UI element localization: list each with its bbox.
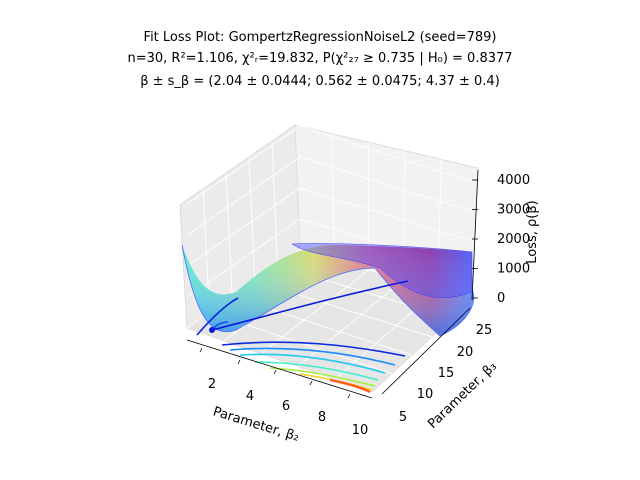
x-tick-mark (273, 369, 277, 375)
x-tick-label: 2 (208, 377, 216, 392)
contour-line (329, 378, 371, 394)
grid-line (248, 156, 256, 282)
chart-title: Fit Loss Plot: GompertzRegressionNoiseL2… (143, 30, 497, 45)
x-axis-ticks: 2 4 6 8 10 (199, 347, 369, 438)
x-tick-mark (347, 393, 351, 399)
x-tick-label: 4 (246, 389, 254, 404)
y-axis-line (381, 307, 471, 395)
surface-edge (181, 244, 376, 333)
y-tick-label: 10 (417, 387, 434, 402)
z-axis-label: Loss, ρ(β) (525, 200, 540, 263)
grid-line (299, 125, 473, 183)
x-tick-label: 8 (318, 410, 326, 425)
y-axis-label: Parameter, β₃ (425, 359, 500, 432)
contour-line (196, 297, 239, 336)
surface-shade (182, 244, 474, 336)
grid-line (186, 218, 301, 298)
contour-line (254, 361, 379, 381)
y-tick-label: 15 (438, 366, 455, 381)
grid-line (299, 156, 473, 212)
x-axis-line (186, 339, 373, 399)
x-tick-mark (309, 380, 313, 386)
z-tick-label: 4000 (497, 173, 530, 188)
fit-trajectory (211, 280, 409, 331)
x-tick-mark (199, 347, 203, 353)
grid-line (186, 187, 301, 267)
grid-line (260, 269, 370, 354)
floor-contours (196, 297, 406, 394)
surface-edge-right (374, 267, 475, 337)
contour-line (269, 367, 376, 387)
contour-line (239, 353, 386, 374)
x-tick-label: 10 (352, 423, 369, 438)
z-tick-label: 0 (497, 291, 505, 306)
chart-subtitle-params: β ± s_β = (2.04 ± 0.0444; 0.562 ± 0.0475… (140, 74, 500, 89)
z-tick-label: 2000 (497, 232, 530, 247)
contour-line (221, 341, 406, 357)
grid-line (186, 125, 301, 205)
y-tick-label: 5 (399, 410, 407, 425)
z-tick-label: 3000 (497, 203, 530, 218)
x-tick-mark (237, 359, 241, 365)
chart-subtitle-stats: n=30, R²=1.106, χ²ᵣ=19.832, P(χ²₂₇ ≥ 0.7… (127, 51, 513, 66)
grid-line (331, 133, 335, 261)
z-axis-line (471, 169, 479, 301)
grid-line (271, 140, 278, 266)
y-tick-label: 25 (476, 323, 493, 338)
y-tick-label: 20 (457, 345, 474, 360)
z-tick-label: 1000 (497, 262, 530, 277)
surface-plateau (291, 243, 473, 298)
grid-line (297, 279, 404, 367)
grid-line (299, 187, 473, 242)
grid-line (225, 172, 233, 297)
grid-line (186, 156, 301, 236)
contour-line (229, 347, 396, 366)
z-axis-ticks: 0 1000 2000 3000 4000 (472, 173, 530, 306)
x-tick-label: 6 (282, 399, 290, 414)
loss-surface (181, 243, 475, 337)
fit-point-marker (209, 327, 215, 333)
